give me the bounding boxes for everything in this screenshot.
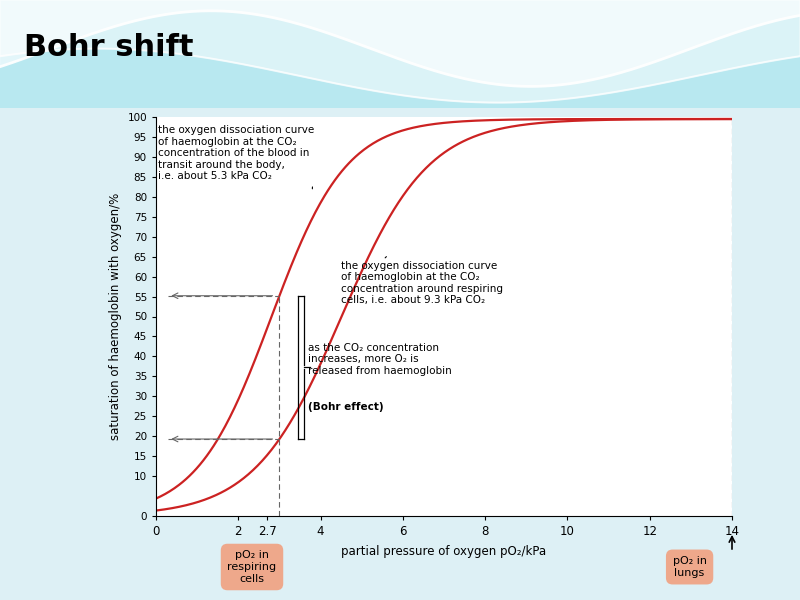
Text: (Bohr effect): (Bohr effect) — [308, 402, 384, 412]
Text: pO₂ in
lungs: pO₂ in lungs — [673, 556, 706, 578]
Y-axis label: saturation of haemoglobin with oxygen/%: saturation of haemoglobin with oxygen/% — [109, 193, 122, 440]
Text: the oxygen dissociation curve
of haemoglobin at the CO₂
concentration of the blo: the oxygen dissociation curve of haemogl… — [158, 125, 314, 189]
X-axis label: partial pressure of oxygen pO₂/kPa: partial pressure of oxygen pO₂/kPa — [342, 545, 546, 558]
Text: pO₂ in
respiring
cells: pO₂ in respiring cells — [227, 550, 277, 584]
Text: as the CO₂ concentration
increases, more O₂ is
released from haemoglobin: as the CO₂ concentration increases, more… — [308, 343, 452, 376]
Text: Bohr shift: Bohr shift — [24, 33, 194, 62]
Text: the oxygen dissociation curve
of haemoglobin at the CO₂
concentration around res: the oxygen dissociation curve of haemogl… — [341, 257, 503, 305]
